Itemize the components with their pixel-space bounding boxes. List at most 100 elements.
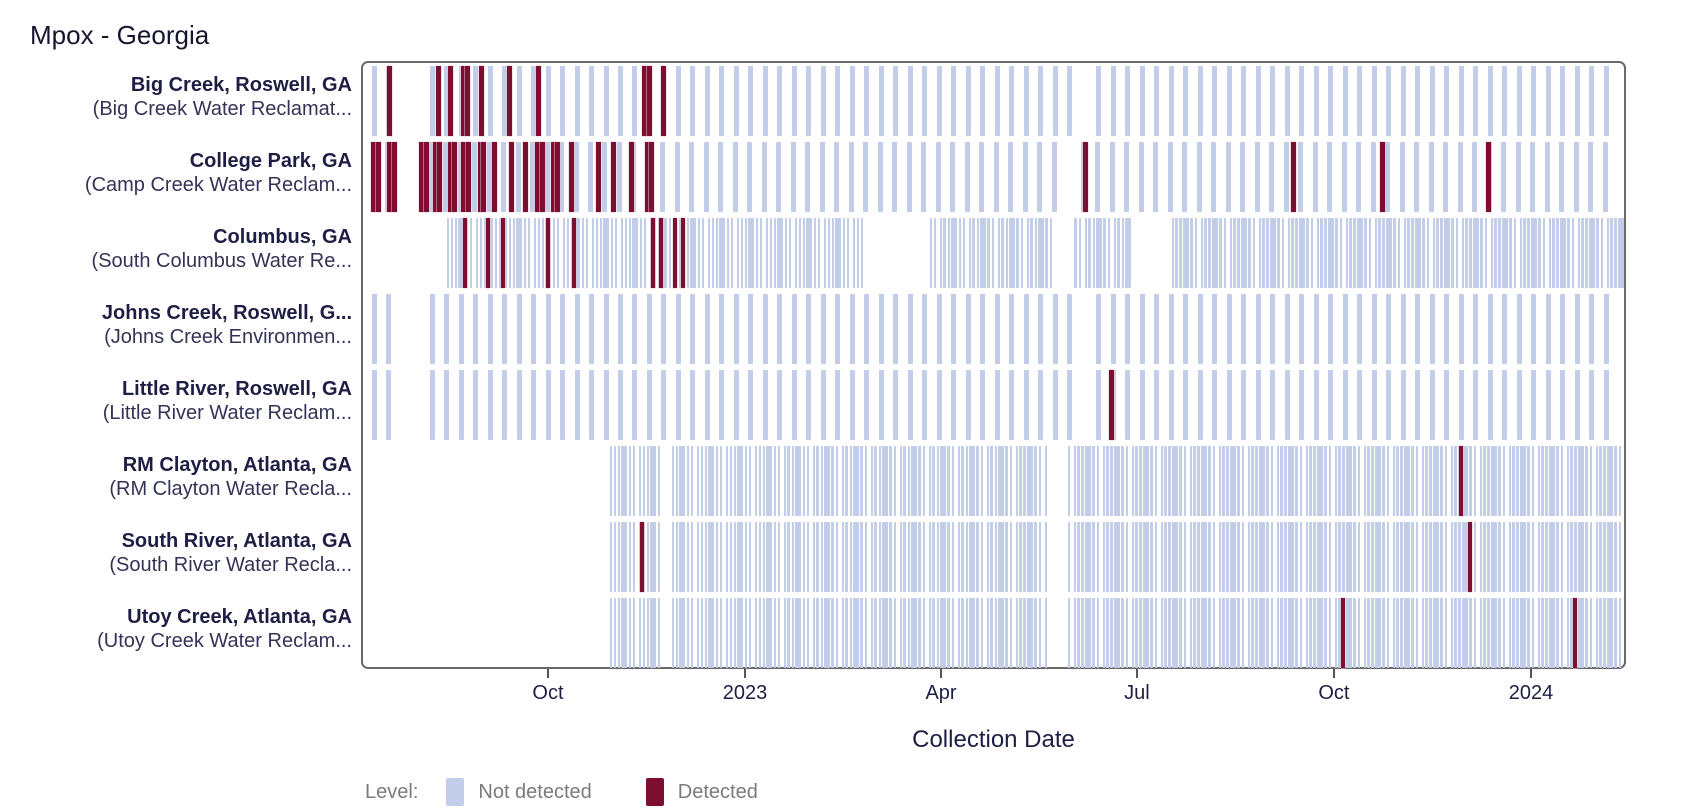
not-detected-tick <box>889 522 892 592</box>
detected-tick <box>486 218 490 288</box>
not-detected-tick <box>1088 598 1091 668</box>
not-detected-tick <box>1411 218 1414 288</box>
not-detected-tick <box>841 446 845 516</box>
not-detected-tick <box>1487 522 1490 592</box>
not-detected-tick <box>1414 142 1420 212</box>
not-detected-tick <box>523 218 526 288</box>
not-detected-tick <box>1531 370 1537 440</box>
not-detected-tick <box>1077 446 1080 516</box>
not-detected-tick <box>1305 522 1308 592</box>
not-detected-tick <box>1237 598 1240 668</box>
not-detected-tick <box>1487 294 1493 364</box>
x-axis-tick-label: Apr <box>925 682 957 704</box>
not-detected-tick <box>1168 446 1171 516</box>
not-detected-tick <box>1299 370 1305 440</box>
not-detected-tick <box>893 522 897 592</box>
detected-tick <box>661 66 667 136</box>
not-detected-tick <box>1067 294 1073 364</box>
x-axis-tick-mark <box>1529 669 1532 678</box>
not-detected-tick <box>893 370 899 440</box>
not-detected-tick <box>994 598 997 668</box>
facility-row <box>363 598 1624 668</box>
not-detected-tick <box>1193 522 1196 592</box>
not-detected-tick <box>1125 598 1129 668</box>
not-detected-tick <box>1451 218 1454 288</box>
not-detected-tick <box>754 446 758 516</box>
not-detected-tick <box>1588 142 1594 212</box>
not-detected-tick <box>1125 218 1128 288</box>
not-detected-tick <box>1512 522 1515 592</box>
not-detected-tick <box>1429 294 1435 364</box>
not-detected-tick <box>642 446 645 516</box>
not-detected-tick <box>674 142 680 212</box>
not-detected-tick <box>722 218 725 288</box>
not-detected-tick <box>864 446 868 516</box>
not-detected-tick <box>628 446 631 516</box>
not-detected-tick <box>864 370 870 440</box>
not-detected-tick <box>704 370 710 440</box>
not-detected-tick <box>911 598 914 668</box>
not-detected-tick <box>1465 522 1468 592</box>
not-detected-tick <box>874 598 877 668</box>
not-detected-tick <box>737 446 740 516</box>
not-detected-tick <box>1015 598 1019 668</box>
facility-site: (Utoy Creek Water Reclam... <box>97 630 352 652</box>
not-detected-tick <box>498 218 502 288</box>
not-detected-tick <box>624 446 627 516</box>
not-detected-tick <box>1280 598 1283 668</box>
not-detected-tick <box>1251 598 1254 668</box>
not-detected-tick <box>675 294 681 364</box>
not-detected-tick <box>773 598 776 668</box>
not-detected-tick <box>889 446 892 516</box>
not-detected-tick <box>994 522 997 592</box>
not-detected-tick <box>1131 598 1135 668</box>
not-detected-tick <box>899 446 903 516</box>
not-detected-tick <box>893 294 899 364</box>
not-detected-tick <box>1114 522 1117 592</box>
legend-item: Not detected <box>446 778 592 806</box>
not-detected-tick <box>1020 218 1024 288</box>
not-detected-tick <box>531 370 536 440</box>
not-detected-tick <box>1614 522 1617 592</box>
not-detected-tick <box>1211 142 1217 212</box>
not-detected-tick <box>864 598 868 668</box>
detected-tick <box>436 142 442 212</box>
not-detected-tick <box>1106 446 1109 516</box>
not-detected-tick <box>1237 218 1240 288</box>
not-detected-tick <box>1135 522 1138 592</box>
not-detected-tick <box>1284 294 1290 364</box>
not-detected-tick <box>1034 522 1037 592</box>
not-detected-tick <box>1313 370 1319 440</box>
not-detected-tick <box>559 142 564 212</box>
not-detected-tick <box>922 370 928 440</box>
not-detected-tick <box>682 446 685 516</box>
not-detected-tick <box>618 294 623 364</box>
not-detected-tick <box>733 598 736 668</box>
not-detected-tick <box>1226 446 1229 516</box>
not-detected-tick <box>660 142 666 212</box>
not-detected-tick <box>914 522 917 592</box>
x-axis-tick-mark <box>1332 669 1335 678</box>
facility-name: RM Clayton, Atlanta, GA <box>122 454 352 476</box>
not-detected-tick <box>715 522 718 592</box>
not-detected-tick <box>1189 446 1193 516</box>
not-detected-tick <box>1085 522 1088 592</box>
not-detected-tick <box>1512 598 1515 668</box>
not-detected-tick <box>1197 370 1203 440</box>
not-detected-tick <box>428 142 434 212</box>
not-detected-tick <box>1045 218 1048 288</box>
not-detected-tick <box>1462 598 1465 668</box>
not-detected-tick <box>609 522 613 592</box>
not-detected-tick <box>1560 446 1564 516</box>
not-detected-tick <box>690 294 696 364</box>
not-detected-tick <box>1226 598 1229 668</box>
not-detected-tick <box>671 522 674 592</box>
not-detected-tick <box>740 522 743 592</box>
not-detected-tick <box>1175 218 1178 288</box>
not-detected-tick <box>1473 66 1479 136</box>
not-detected-tick <box>951 294 957 364</box>
not-detected-tick <box>1357 370 1363 440</box>
not-detected-tick <box>965 66 971 136</box>
not-detected-tick <box>1125 66 1131 136</box>
not-detected-tick <box>835 370 841 440</box>
